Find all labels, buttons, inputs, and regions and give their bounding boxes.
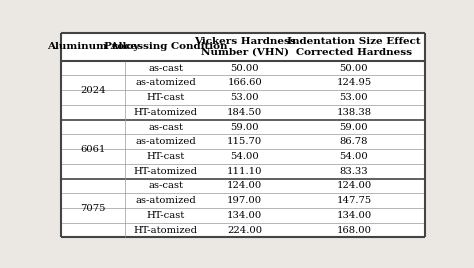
Text: 7075: 7075 (80, 203, 106, 213)
Text: 86.78: 86.78 (339, 137, 368, 146)
Text: 50.00: 50.00 (230, 64, 259, 73)
Text: 168.00: 168.00 (337, 226, 371, 234)
Text: Aluminum Alloy: Aluminum Alloy (47, 43, 139, 51)
Text: as-cast: as-cast (148, 181, 183, 191)
Text: as-cast: as-cast (148, 122, 183, 132)
Text: HT-atomized: HT-atomized (134, 226, 198, 234)
Text: 147.75: 147.75 (336, 196, 372, 205)
Text: 124.95: 124.95 (336, 78, 372, 87)
Text: as-atomized: as-atomized (135, 137, 196, 146)
Text: 134.00: 134.00 (227, 211, 263, 220)
Text: HT-atomized: HT-atomized (134, 108, 198, 117)
Text: as-cast: as-cast (148, 64, 183, 73)
Text: 53.00: 53.00 (339, 93, 368, 102)
Text: 124.00: 124.00 (336, 181, 372, 191)
Text: 2024: 2024 (80, 86, 106, 95)
Text: 224.00: 224.00 (227, 226, 262, 234)
Text: 115.70: 115.70 (227, 137, 263, 146)
Text: 53.00: 53.00 (230, 93, 259, 102)
Text: 59.00: 59.00 (339, 122, 368, 132)
Text: 166.60: 166.60 (228, 78, 262, 87)
Text: as-atomized: as-atomized (135, 196, 196, 205)
Text: 197.00: 197.00 (227, 196, 262, 205)
Text: Processing Condition: Processing Condition (104, 43, 228, 51)
Text: 138.38: 138.38 (336, 108, 372, 117)
Text: HT-atomized: HT-atomized (134, 167, 198, 176)
Text: as-atomized: as-atomized (135, 78, 196, 87)
Text: 124.00: 124.00 (227, 181, 263, 191)
Text: HT-cast: HT-cast (146, 152, 185, 161)
Text: Vickers Hardness
Number (VHN): Vickers Hardness Number (VHN) (194, 37, 296, 57)
Text: 111.10: 111.10 (227, 167, 263, 176)
Text: 134.00: 134.00 (336, 211, 372, 220)
Text: 59.00: 59.00 (230, 122, 259, 132)
Text: 54.00: 54.00 (339, 152, 368, 161)
Text: 54.00: 54.00 (230, 152, 259, 161)
Text: HT-cast: HT-cast (146, 211, 185, 220)
Text: 83.33: 83.33 (339, 167, 368, 176)
Text: 50.00: 50.00 (339, 64, 368, 73)
Text: Indentation Size Effect
Corrected Hardness: Indentation Size Effect Corrected Hardne… (287, 37, 420, 57)
Text: 184.50: 184.50 (227, 108, 263, 117)
Text: 6061: 6061 (80, 145, 106, 154)
Text: HT-cast: HT-cast (146, 93, 185, 102)
